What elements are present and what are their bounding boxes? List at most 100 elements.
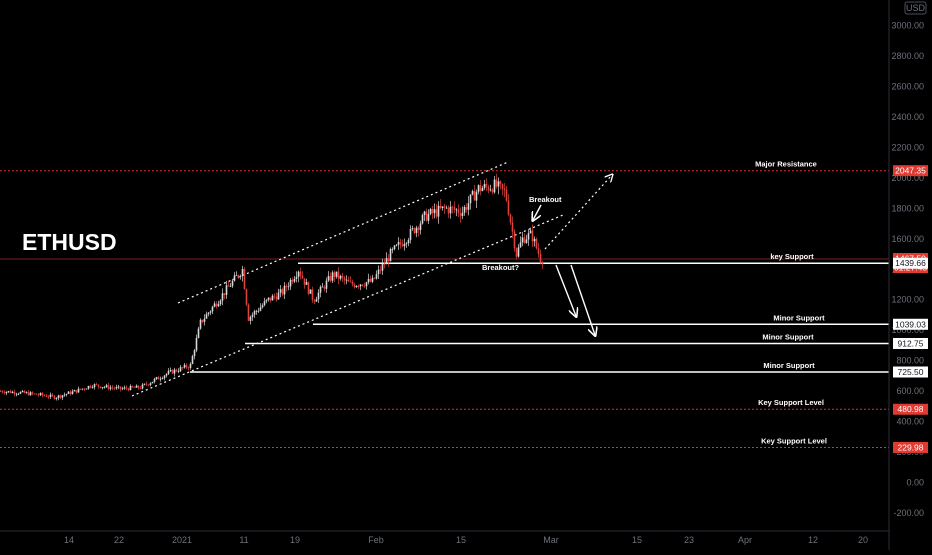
level-labels: Major Resistance key Support Minor Support… <box>755 160 827 446</box>
candle-body <box>311 289 314 300</box>
candle-body <box>207 312 210 315</box>
candle-body <box>321 286 324 288</box>
candle-body <box>307 282 310 294</box>
candle-body <box>121 388 124 390</box>
price-tag-value: 1439.66 <box>895 258 926 268</box>
candle-body <box>479 185 482 191</box>
candle-body <box>381 263 384 271</box>
candle-body <box>511 222 514 232</box>
price-tick: 2200.00 <box>891 142 924 152</box>
candle-body <box>501 183 504 189</box>
projection-line <box>544 175 612 250</box>
candle-body <box>463 207 466 213</box>
candle-body <box>539 253 542 263</box>
candle-body <box>109 387 112 389</box>
price-tag <box>893 403 928 415</box>
candle-body <box>143 383 146 385</box>
candle-body <box>289 279 292 287</box>
candle-body <box>457 209 460 214</box>
candle-body <box>377 269 380 275</box>
candle-body <box>491 189 494 193</box>
candle-body <box>269 297 272 301</box>
level-label: Key Support Level <box>761 436 827 445</box>
candle-body <box>423 211 426 216</box>
candle-body <box>331 272 334 281</box>
candle-body <box>19 391 22 394</box>
candle-body <box>183 364 186 368</box>
candle-body <box>53 395 56 399</box>
candle-body <box>63 394 66 396</box>
level-label: Major Resistance <box>755 160 817 169</box>
time-tick: 11 <box>239 535 248 545</box>
candle-body <box>435 209 438 217</box>
candle-body <box>525 239 528 244</box>
candle-body <box>29 392 32 396</box>
candle-body <box>167 370 170 374</box>
candle-body <box>43 395 46 397</box>
candle-body <box>499 181 502 184</box>
channel-lines <box>131 161 612 397</box>
candle-body <box>341 275 344 278</box>
candle-body <box>405 243 408 245</box>
candle-body <box>299 271 302 276</box>
level-label: key Support <box>770 252 814 261</box>
candle-body <box>399 242 402 245</box>
candle-body <box>459 213 462 216</box>
candle-body <box>197 328 200 339</box>
candle-body <box>147 384 150 386</box>
candle-body <box>151 381 154 384</box>
projection-arrows <box>533 204 595 335</box>
candle-body <box>445 207 448 209</box>
candle-body <box>273 295 276 297</box>
candles <box>0 173 544 401</box>
candle-body <box>301 275 304 279</box>
candle-body <box>293 278 296 282</box>
candle-body <box>115 387 118 389</box>
candle-body <box>103 386 106 388</box>
candle-body <box>105 385 108 387</box>
candle-body <box>217 303 220 307</box>
candle-body <box>187 367 190 369</box>
candle-body <box>401 244 404 247</box>
candle-body <box>41 393 44 396</box>
candle-body <box>295 276 298 279</box>
candle-body <box>241 268 244 277</box>
candle-body <box>337 271 340 279</box>
candle-body <box>389 249 392 262</box>
candle-body <box>135 385 138 388</box>
candle-body <box>141 384 144 389</box>
candle-body <box>45 395 48 397</box>
candle-body <box>201 319 204 322</box>
candle-body <box>173 369 176 374</box>
currency-label: USD <box>906 3 926 13</box>
candle-body <box>515 248 518 257</box>
candle-body <box>503 188 506 191</box>
candle-body <box>97 384 100 387</box>
candle-body <box>493 179 496 193</box>
candle-body <box>117 386 120 388</box>
candle-body <box>523 237 526 244</box>
candle-body <box>229 286 232 288</box>
candle-body <box>61 395 64 398</box>
candle-body <box>529 230 532 234</box>
candle-body <box>177 371 180 372</box>
candle-body <box>483 183 486 189</box>
currency-badge[interactable]: USD <box>904 1 927 15</box>
candle-body <box>193 350 196 357</box>
candle-body <box>469 194 472 204</box>
candle-body <box>219 300 222 304</box>
candle-body <box>247 304 250 321</box>
candle-body <box>175 369 178 372</box>
candle-body <box>285 285 288 288</box>
candle-body <box>259 307 262 311</box>
price-tick: 1600.00 <box>891 234 924 244</box>
candle-body <box>465 207 468 210</box>
time-tick: 19 <box>290 535 300 545</box>
candle-body <box>267 297 270 300</box>
candle-body <box>325 280 328 289</box>
candle-body <box>413 228 416 234</box>
candle-body <box>327 276 330 281</box>
candle-body <box>505 190 508 201</box>
